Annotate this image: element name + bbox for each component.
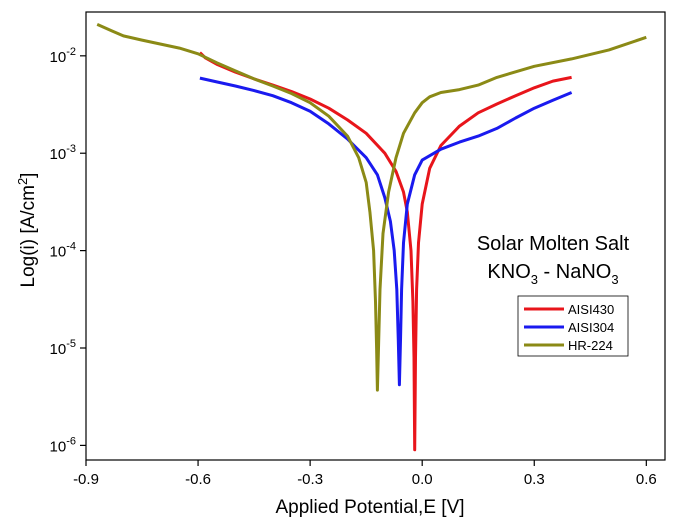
x-tick-label: -0.6 <box>185 471 211 488</box>
y-tick-label: 10-2 <box>50 46 76 66</box>
y-tick-label: 10-4 <box>50 241 76 261</box>
x-tick-label: 0.6 <box>636 471 657 488</box>
annotation-line-1: Solar Molten Salt <box>477 233 630 255</box>
y-tick-label: 10-3 <box>50 143 76 163</box>
y-axis-label: Log(i) [A/cm2] <box>15 173 39 288</box>
legend-label: AISI304 <box>568 320 614 335</box>
x-tick-label: -0.3 <box>297 471 323 488</box>
y-tick-label: 10-5 <box>50 338 76 358</box>
plot-frame <box>85 11 666 461</box>
x-axis-label: Applied Potential,E [V] <box>275 497 464 518</box>
legend: AISI430 AISI304 HR-224 <box>517 295 629 357</box>
series-lines <box>96 23 647 452</box>
annotation-line-2: KNO3 - NaNO3 <box>487 261 618 287</box>
x-axis-ticks: -0.9 -0.6 -0.3 0.0 0.3 0.6 <box>73 460 657 488</box>
legend-box <box>517 295 629 357</box>
x-tick-label: -0.9 <box>73 471 99 488</box>
series-line-hr-224 <box>96 23 647 392</box>
x-tick-label: 0.3 <box>524 471 545 488</box>
legend-label: AISI430 <box>568 302 614 317</box>
series-line-aisi304 <box>199 76 573 387</box>
chart-annotation: Solar Molten Salt KNO3 - NaNO3 <box>477 233 630 287</box>
legend-label: HR-224 <box>568 338 613 353</box>
y-tick-label: 10-6 <box>50 435 76 455</box>
x-tick-label: 0.0 <box>412 471 433 488</box>
y-axis-ticks: 10-6 10-5 10-4 10-3 10-2 <box>50 46 86 455</box>
